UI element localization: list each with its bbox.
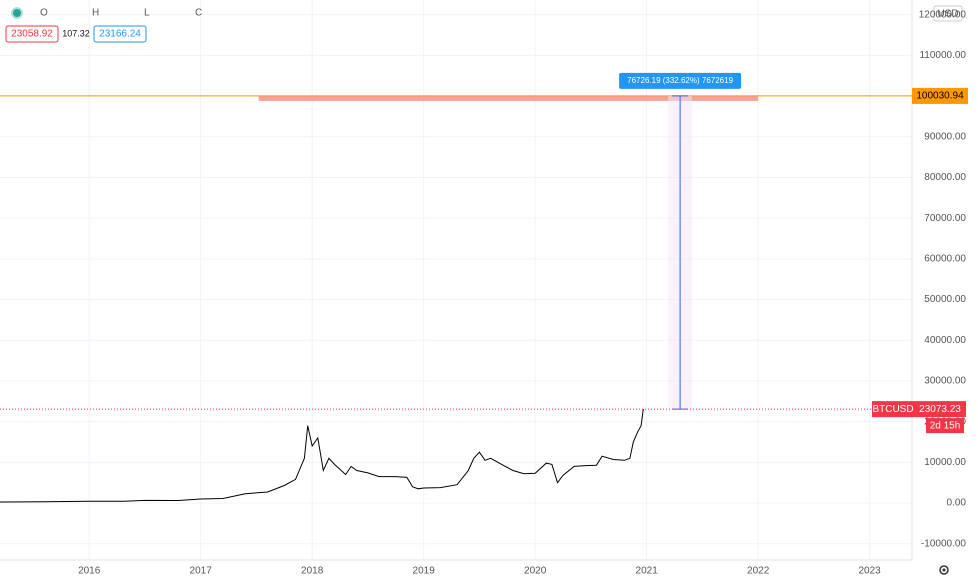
x-tick-label: 2022 — [747, 566, 770, 577]
x-tick-label: 2019 — [413, 566, 436, 577]
y-tick-label: 50000.00 — [924, 294, 966, 305]
hline-label-bg — [912, 87, 968, 104]
grid — [0, 0, 912, 560]
y-tick-label: -10000.00 — [921, 538, 966, 549]
ohlc-box — [5, 25, 59, 43]
y-tick-label: 10000.00 — [924, 457, 966, 468]
y-tick-label: 110000.00 — [919, 50, 966, 61]
price-label: 23073.23 — [919, 404, 961, 415]
ohlc-value: 107.32 — [62, 28, 90, 38]
ohlc-value: 23166.24 — [99, 29, 141, 40]
countdown: 2d 15h — [930, 420, 961, 431]
y-tick-label: 60000.00 — [924, 253, 966, 264]
ohlc-label: O — [40, 8, 48, 19]
measure-label-bg — [619, 72, 742, 89]
y-tick-label: 30000.00 — [924, 376, 966, 387]
y-tick-label: 80000.00 — [924, 172, 966, 183]
countdown-bg — [926, 418, 964, 434]
ohlc-label: L — [144, 8, 150, 19]
price-series — [0, 409, 644, 503]
ohlc-value: 23058.92 — [11, 29, 53, 40]
status-dot[interactable] — [11, 7, 23, 19]
y-tick-label: 70000.00 — [924, 213, 966, 224]
settings-icon[interactable] — [939, 565, 949, 575]
ohlc-box — [93, 25, 147, 43]
x-tick-label: 2023 — [859, 566, 882, 577]
ohlc-label: C — [195, 8, 202, 19]
x-tick-label: 2018 — [301, 566, 324, 577]
x-tick-label: 2017 — [190, 566, 213, 577]
x-tick-label: 2021 — [636, 566, 659, 577]
x-tick-label: 2016 — [78, 566, 101, 577]
currency-box[interactable] — [933, 5, 963, 22]
currency-label[interactable]: USD — [937, 9, 958, 20]
y-tick-label: 0.00 — [947, 498, 967, 509]
measure-label: 76726.19 (332.62%) 7672619 — [627, 76, 733, 85]
hline-label: 100030.94 — [916, 91, 964, 102]
y-tick-label: 40000.00 — [924, 335, 966, 346]
symbol-label-bg — [872, 401, 914, 418]
ohlc-label: H — [92, 8, 99, 19]
symbol-label: BTCUSD — [872, 404, 913, 415]
price-label-bg — [914, 401, 966, 418]
y-tick-label: 90000.00 — [924, 131, 966, 142]
y-tick-label: 120000.00 — [919, 9, 967, 20]
x-tick-label: 2020 — [524, 566, 547, 577]
zone — [258, 95, 759, 101]
